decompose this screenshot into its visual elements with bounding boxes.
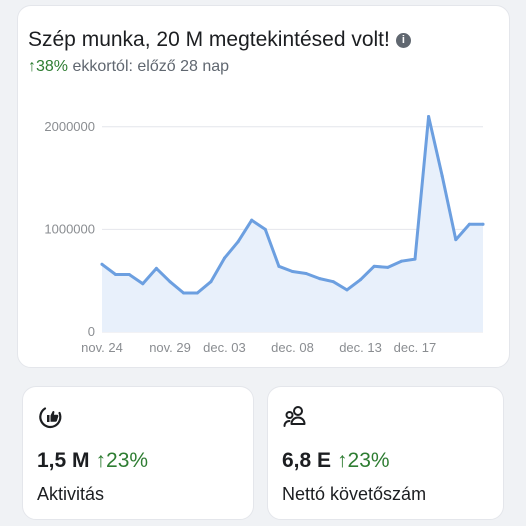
data-point <box>467 222 471 226</box>
data-point <box>345 288 349 292</box>
data-point <box>331 280 335 284</box>
activity-metric: 1,5 M ↑23% <box>37 449 148 473</box>
info-icon[interactable]: i <box>395 33 411 48</box>
activity-value: 1,5 M <box>37 449 90 472</box>
x-tick-label: dec. 08 <box>271 340 314 355</box>
net-followers-card[interactable]: 6,8 E ↑23% Nettó követőszám <box>267 386 504 520</box>
data-point <box>427 115 431 119</box>
data-point <box>304 272 308 276</box>
followers-label: Nettó követőszám <box>282 484 427 504</box>
headline: Szép munka, 20 M megtekintésed volt! i <box>28 26 411 54</box>
data-point <box>182 291 186 295</box>
followers-change-arrow: ↑ <box>337 449 348 472</box>
data-point <box>222 256 226 260</box>
data-point <box>386 265 390 269</box>
activity-change: ↑23% <box>96 449 149 472</box>
comparison-text: ekkortól: előző 28 nap <box>72 58 230 75</box>
data-point <box>399 259 403 263</box>
data-point <box>263 227 267 231</box>
data-point <box>359 278 363 282</box>
data-point <box>127 273 131 277</box>
followers-change-percent: 23% <box>347 449 390 472</box>
data-point <box>141 282 145 286</box>
headline-text: Szép munka, 20 M megtekintésed volt! <box>28 28 390 51</box>
data-point <box>318 277 322 281</box>
data-point <box>481 222 485 226</box>
x-tick-label: nov. 24 <box>81 340 123 355</box>
x-tick-label: dec. 13 <box>339 340 382 355</box>
followers-value: 6,8 E <box>282 449 332 472</box>
views-summary-card: Szép munka, 20 M megtekintésed volt! i ↑3… <box>17 5 510 368</box>
data-point <box>372 264 376 268</box>
y-tick-label: 0 <box>88 324 95 339</box>
data-point <box>454 238 458 242</box>
thumbs-up-icon <box>37 403 65 436</box>
change-arrow: ↑ <box>28 58 36 75</box>
activity-change-arrow: ↑ <box>95 449 107 472</box>
activity-card[interactable]: 1,5 M ↑23% Aktivitás <box>22 386 254 520</box>
data-point <box>277 264 281 268</box>
data-point <box>154 266 158 270</box>
change-percent: 38% <box>36 58 69 75</box>
followers-metric: 6,8 E ↑23% <box>282 449 390 473</box>
data-point <box>100 262 104 266</box>
x-tick-label: nov. 29 <box>149 340 191 355</box>
data-point <box>291 269 294 273</box>
comparison-line: ↑38% ekkortól: előző 28 nap <box>28 58 229 76</box>
followers-change: ↑23% <box>337 449 390 472</box>
data-point <box>209 280 213 284</box>
data-point <box>236 240 240 244</box>
y-tick-label: 1000000 <box>44 221 95 236</box>
data-point <box>440 174 444 178</box>
data-point <box>250 218 254 222</box>
activity-label: Aktivitás <box>37 484 105 504</box>
data-point <box>195 291 199 295</box>
data-point <box>168 280 172 284</box>
area-fill <box>102 116 483 332</box>
data-point <box>114 273 118 277</box>
activity-change-percent: 23% <box>106 449 149 472</box>
views-chart: 0 1000000 2000000 nov. 24 nov. 29 dec. 03 dec.… <box>44 115 485 355</box>
x-tick-label: dec. 03 <box>203 340 246 355</box>
x-tick-label: dec. 17 <box>394 340 437 355</box>
people-icon <box>282 403 310 436</box>
y-tick-label: 2000000 <box>44 119 95 134</box>
data-point <box>413 257 417 261</box>
